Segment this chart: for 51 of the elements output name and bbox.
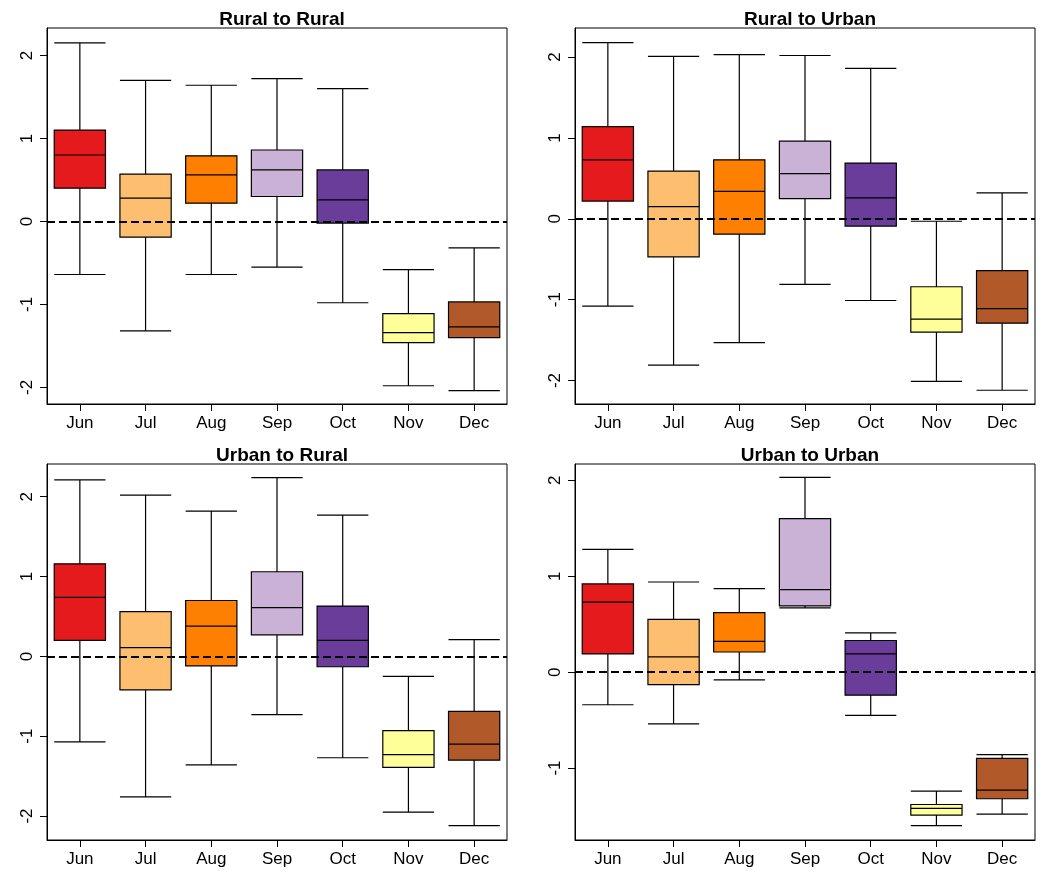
y-tick-label: -1 (17, 296, 36, 312)
x-tick-label: Sep (789, 413, 821, 432)
x-tick-label: Jul (134, 413, 157, 432)
x-tick-label: Oct (329, 849, 357, 868)
y-tick-label: -2 (17, 808, 36, 824)
x-tick-label: Jul (662, 849, 685, 868)
x-tick-label: Oct (857, 849, 885, 868)
y-tick-label: 1 (17, 571, 36, 582)
chart-title: Urban to Rural (216, 444, 348, 465)
y-tick-label: 2 (17, 50, 36, 61)
y-tick-label: 0 (17, 651, 36, 662)
x-tick-label: Aug (724, 849, 755, 868)
chart-title: Rural to Rural (219, 8, 345, 29)
y-tick-label: -1 (545, 760, 564, 776)
x-tick-label: Nov (921, 413, 953, 432)
x-tick-label: Jul (662, 413, 685, 432)
y-tick-label: -2 (17, 379, 36, 395)
x-tick-label: Nov (393, 413, 425, 432)
y-tick-label: -1 (545, 292, 564, 308)
x-tick-label: Jun (594, 413, 622, 432)
x-tick-label: Dec (987, 413, 1018, 432)
chart-title: Urban to Urban (740, 444, 880, 465)
y-tick-label: 1 (545, 133, 564, 143)
x-tick-label: Aug (724, 413, 755, 432)
x-tick-label: Aug (196, 849, 227, 868)
x-tick-label: Dec (459, 413, 490, 432)
x-tick-label: Sep (789, 849, 821, 868)
x-tick-label: Dec (987, 849, 1018, 868)
y-tick-label: -2 (545, 372, 564, 389)
y-tick-label: 0 (545, 214, 564, 224)
y-tick-label: 1 (17, 133, 36, 144)
y-tick-label: 2 (545, 475, 564, 486)
x-tick-label: Nov (921, 849, 953, 868)
y-tick-label: 0 (17, 216, 36, 227)
x-tick-label: Sep (261, 849, 293, 868)
x-tick-label: Oct (329, 413, 357, 432)
x-tick-label: Aug (196, 413, 227, 432)
x-tick-label: Jun (66, 413, 94, 432)
y-tick-label: 1 (545, 571, 564, 581)
x-tick-label: Sep (261, 413, 293, 432)
x-tick-label: Jun (594, 849, 622, 868)
x-tick-label: Dec (459, 849, 490, 868)
x-tick-label: Jun (66, 849, 94, 868)
y-tick-label: -1 (17, 728, 36, 744)
y-tick-label: 2 (545, 52, 564, 62)
chart-title: Rural to Urban (744, 8, 876, 29)
x-tick-label: Nov (393, 849, 425, 868)
x-tick-label: Oct (857, 413, 885, 432)
x-tick-label: Jul (134, 849, 157, 868)
y-tick-label: 2 (17, 492, 36, 502)
y-tick-label: 0 (545, 667, 564, 677)
